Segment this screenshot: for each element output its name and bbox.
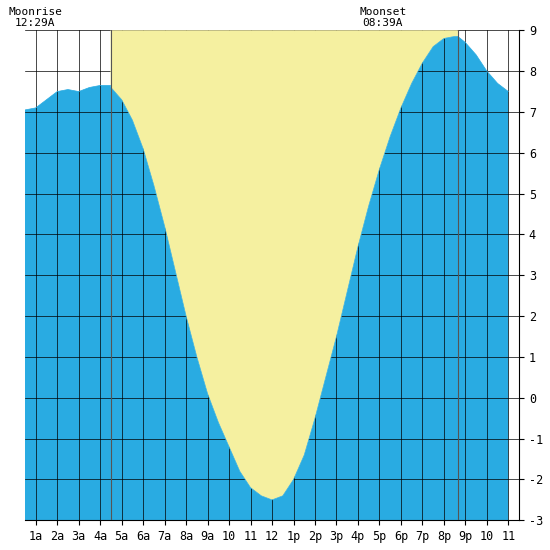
Text: Moonset
08:39A: Moonset 08:39A <box>359 7 406 28</box>
Text: Moonrise
12:29A: Moonrise 12:29A <box>8 7 62 28</box>
